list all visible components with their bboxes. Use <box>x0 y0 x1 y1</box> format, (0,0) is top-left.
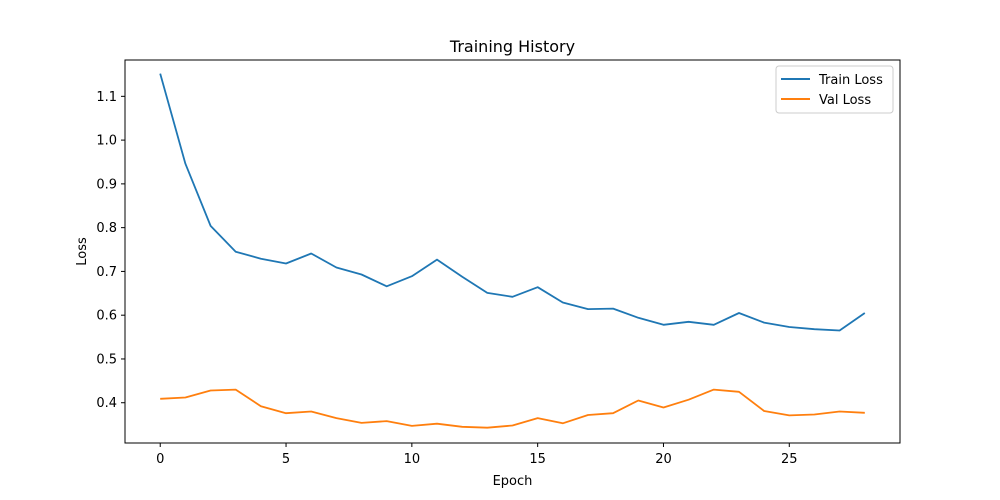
axes-frame <box>124 59 901 444</box>
x-axis-label: Epoch <box>493 474 533 489</box>
plot-area: 0 5 10 15 20 25 0.4 0.5 0.6 0.7 0.8 0.9 1.0 1.1 <box>96 59 901 467</box>
y-tick-label: 0.5 <box>96 352 117 367</box>
series-line-val-loss <box>160 388 865 429</box>
legend-label-val-loss: Val Loss <box>819 93 871 108</box>
y-tick-label: 0.4 <box>96 396 117 411</box>
legend: Train Loss Val Loss <box>775 65 894 114</box>
y-axis-label: Loss <box>75 237 90 266</box>
series-layer <box>159 73 866 429</box>
x-tick-label: 10 <box>404 452 421 467</box>
legend-label-train-loss: Train Loss <box>818 73 883 88</box>
y-tick-label: 0.7 <box>96 265 117 280</box>
x-tick-label: 0 <box>156 452 164 467</box>
y-tick-label: 0.9 <box>96 177 117 192</box>
x-tick-label: 5 <box>282 452 290 467</box>
x-axis-ticks: 0 5 10 15 20 25 <box>156 443 798 467</box>
y-tick-label: 1.0 <box>96 134 117 149</box>
y-tick-label: 0.8 <box>96 221 117 236</box>
y-tick-label: 1.1 <box>96 90 117 105</box>
x-tick-label: 25 <box>781 452 798 467</box>
legend-box <box>775 65 894 114</box>
y-axis-ticks: 0.4 0.5 0.6 0.7 0.8 0.9 1.0 1.1 <box>96 90 125 411</box>
x-tick-label: 20 <box>655 452 672 467</box>
x-tick-label: 15 <box>529 452 546 467</box>
series-line-train-loss <box>159 73 866 332</box>
y-tick-label: 0.6 <box>96 309 117 324</box>
chart-title: Training History <box>449 37 575 56</box>
